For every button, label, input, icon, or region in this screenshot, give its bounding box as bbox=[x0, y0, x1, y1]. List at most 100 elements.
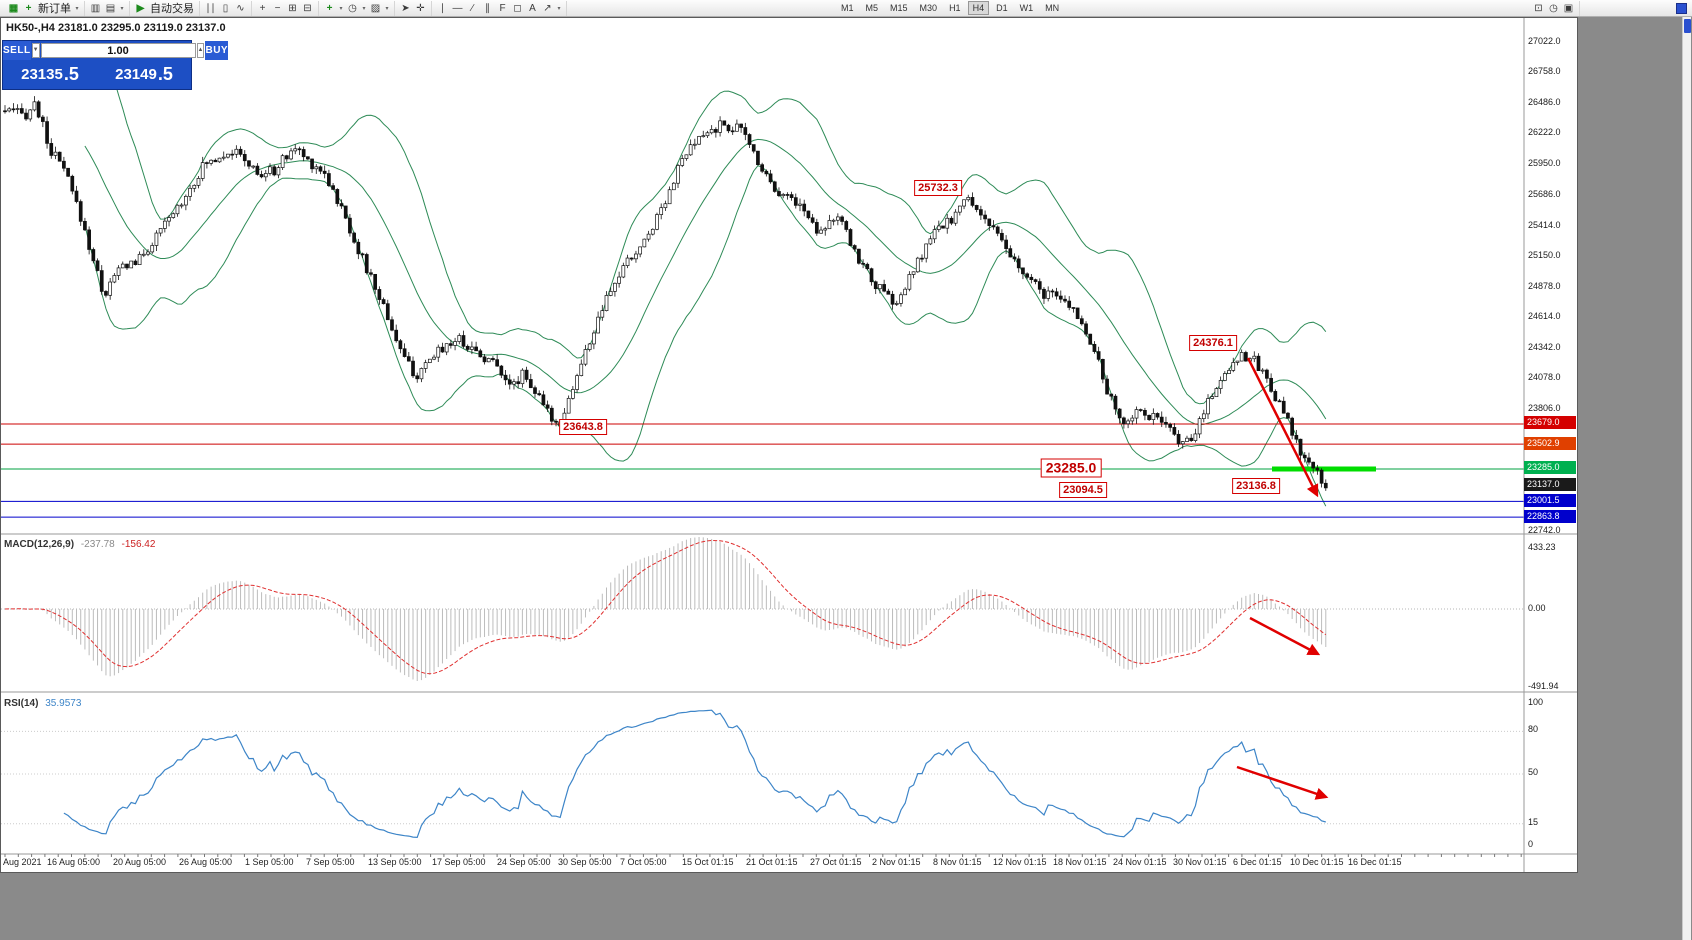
timeframe-m1-button[interactable]: M1 bbox=[841, 3, 854, 13]
sell-button[interactable]: SELL bbox=[3, 41, 31, 60]
volume-input[interactable] bbox=[40, 43, 196, 58]
toolbar-handle-icon[interactable] bbox=[1676, 2, 1687, 14]
timeframe-m15-button[interactable]: M15 bbox=[890, 3, 908, 13]
arrow-objects-icon[interactable]: ↗ bbox=[543, 2, 552, 14]
auto-trading-button-label[interactable]: 自动交易 bbox=[150, 3, 194, 15]
bar-chart-icon[interactable]: ∣∣ bbox=[205, 2, 216, 14]
price-axis-label: 22742.0 bbox=[1528, 525, 1561, 535]
buy-price[interactable]: 23149 .5 bbox=[97, 60, 191, 89]
price-axis-label: 25414.0 bbox=[1528, 219, 1561, 230]
horizontal-line-icon[interactable]: ― bbox=[452, 2, 463, 14]
tile-windows-icon[interactable]: ⊞ bbox=[288, 2, 297, 14]
price-annotation[interactable]: 25732.3 bbox=[914, 180, 962, 196]
price-axis-label: 25150.0 bbox=[1528, 249, 1561, 260]
timeframe-group: M1 M5 M15 M30 H1 H4 D1 W1 MN bbox=[835, 1, 1065, 16]
trendline-icon[interactable]: ∕ bbox=[471, 2, 474, 14]
candlestick-chart-icon[interactable]: ▯ bbox=[222, 2, 229, 14]
timeframe-h4-button[interactable]: H4 bbox=[967, 1, 990, 15]
rsi-scale-label: 15 bbox=[1528, 817, 1539, 827]
macd-scale-label: 0.00 bbox=[1528, 603, 1546, 613]
period-clock-icon-caret[interactable]: ▾ bbox=[362, 5, 366, 12]
new-order-button[interactable]: + bbox=[25, 2, 32, 14]
price-axis-label: 27022.0 bbox=[1528, 36, 1561, 46]
crosshair-icon[interactable]: ✛ bbox=[416, 2, 425, 14]
buy-button[interactable]: BUY bbox=[205, 41, 229, 60]
new-order-button-label[interactable]: 新订单 bbox=[38, 3, 71, 15]
time-axis-label: Aug 2021 bbox=[3, 857, 42, 867]
profiles-icon[interactable]: ▤ bbox=[105, 2, 116, 14]
arrow-objects-icon-caret[interactable]: ▾ bbox=[557, 5, 561, 12]
timeframe-w1-button[interactable]: W1 bbox=[1019, 3, 1034, 13]
time-axis-label: 6 Dec 01:15 bbox=[1233, 857, 1282, 867]
price-annotation[interactable]: 23094.5 bbox=[1059, 482, 1107, 498]
time-axis-label: 17 Sep 05:00 bbox=[432, 857, 486, 867]
price-annotation[interactable]: 23136.8 bbox=[1232, 478, 1280, 494]
chart-window bbox=[0, 17, 1578, 873]
time-axis-label: 7 Sep 05:00 bbox=[306, 857, 355, 867]
macd-label: MACD(12,26,9) -237.78 -156.42 bbox=[4, 539, 155, 550]
price-axis-tag: 23001.5 bbox=[1524, 493, 1576, 507]
channel-icon[interactable]: ∥ bbox=[485, 2, 490, 14]
price-chart[interactable] bbox=[1, 18, 1578, 873]
period-clock-icon[interactable]: ◷ bbox=[348, 2, 357, 14]
one-click-trading-panel: SELL ▼ ▲ BUY 23135 .5 23149 .5 bbox=[2, 40, 229, 90]
autotrade-group: ▶ 自动交易 bbox=[130, 0, 200, 16]
sell-price[interactable]: 23135 .5 bbox=[3, 60, 97, 89]
profiles-icon-caret[interactable]: ▾ bbox=[120, 5, 124, 12]
macd-signal-value: -156.42 bbox=[121, 539, 156, 550]
price-axis-label: 26222.0 bbox=[1528, 127, 1561, 138]
cascade-windows-icon[interactable]: ⊟ bbox=[303, 2, 312, 14]
price-annotation[interactable]: 24376.1 bbox=[1189, 335, 1237, 351]
indicators-button[interactable]: + bbox=[326, 2, 333, 14]
clock-icon[interactable]: ◷ bbox=[1549, 2, 1558, 14]
price-axis-label: 24342.0 bbox=[1528, 342, 1561, 353]
macd-main-value: -237.78 bbox=[80, 539, 115, 550]
time-axis-label: 16 Aug 05:00 bbox=[47, 857, 101, 867]
rsi-scale-label: 100 bbox=[1528, 697, 1544, 707]
price-axis-label: 24614.0 bbox=[1528, 311, 1561, 322]
price-axis-tag: 22863.8 bbox=[1524, 509, 1576, 523]
templates-icon[interactable]: ▨ bbox=[370, 2, 381, 14]
vertical-scrollbar[interactable] bbox=[1682, 17, 1691, 940]
time-axis-label: 10 Dec 01:15 bbox=[1290, 857, 1344, 867]
volume-decrease-button[interactable]: ▼ bbox=[31, 43, 40, 58]
text-label-icon[interactable]: A bbox=[529, 2, 536, 14]
templates-icon-caret[interactable]: ▾ bbox=[385, 5, 389, 12]
shapes-icon[interactable]: ◻ bbox=[513, 2, 522, 14]
charts-grid-icon[interactable]: ▥ bbox=[90, 2, 101, 14]
price-annotation[interactable]: 23643.8 bbox=[559, 419, 607, 435]
volume-increase-button[interactable]: ▲ bbox=[196, 43, 205, 58]
timeframe-mn-button[interactable]: MN bbox=[1045, 3, 1060, 13]
terminal-chart-icon[interactable]: ▦ bbox=[8, 2, 19, 14]
price-axis-label: 25686.0 bbox=[1528, 188, 1561, 199]
price-annotation[interactable]: 23285.0 bbox=[1040, 458, 1102, 478]
time-axis-label: 2 Nov 01:15 bbox=[872, 857, 921, 867]
timeframe-m5-button[interactable]: M5 bbox=[865, 3, 879, 13]
rsi-scale-label: 0 bbox=[1528, 839, 1534, 849]
time-axis-label: 26 Aug 05:00 bbox=[179, 857, 233, 867]
price-axis-label: 24078.0 bbox=[1528, 372, 1561, 383]
auto-trading-button[interactable]: ▶ bbox=[136, 2, 145, 14]
indicators-button-caret[interactable]: ▾ bbox=[339, 5, 343, 12]
zoom-out-icon[interactable]: − bbox=[274, 2, 281, 14]
scrollbar-thumb[interactable] bbox=[1684, 19, 1691, 33]
time-axis-label: 12 Nov 01:15 bbox=[993, 857, 1047, 867]
new-order-button-caret[interactable]: ▾ bbox=[75, 5, 79, 12]
timeframe-m30-button[interactable]: M30 bbox=[919, 3, 938, 13]
window-group: ▥ ▤ ▾ bbox=[85, 0, 130, 16]
vertical-line-icon[interactable]: ∣ bbox=[440, 2, 445, 14]
file-group: ▦ + 新订单 ▾ bbox=[3, 0, 85, 16]
window-icon[interactable]: ▣ bbox=[1563, 2, 1574, 14]
zoom-in-icon[interactable]: + bbox=[259, 2, 266, 14]
timeframe-d1-button[interactable]: D1 bbox=[996, 3, 1008, 13]
cursor-group: ➤ ✛ bbox=[395, 0, 432, 16]
rsi-scale-label: 50 bbox=[1528, 767, 1539, 777]
macd-scale-label: 433.23 bbox=[1528, 542, 1556, 552]
fibonacci-icon[interactable]: F bbox=[499, 2, 506, 14]
timeframe-h1-button[interactable]: H1 bbox=[949, 3, 961, 13]
time-axis-label: 27 Oct 01:15 bbox=[810, 857, 862, 867]
line-chart-icon[interactable]: ∿ bbox=[236, 2, 245, 14]
cursor-icon[interactable]: ➤ bbox=[401, 2, 410, 14]
chart-shift-icon[interactable]: ⊡ bbox=[1534, 2, 1543, 14]
time-axis-label: 7 Oct 05:00 bbox=[620, 857, 667, 867]
